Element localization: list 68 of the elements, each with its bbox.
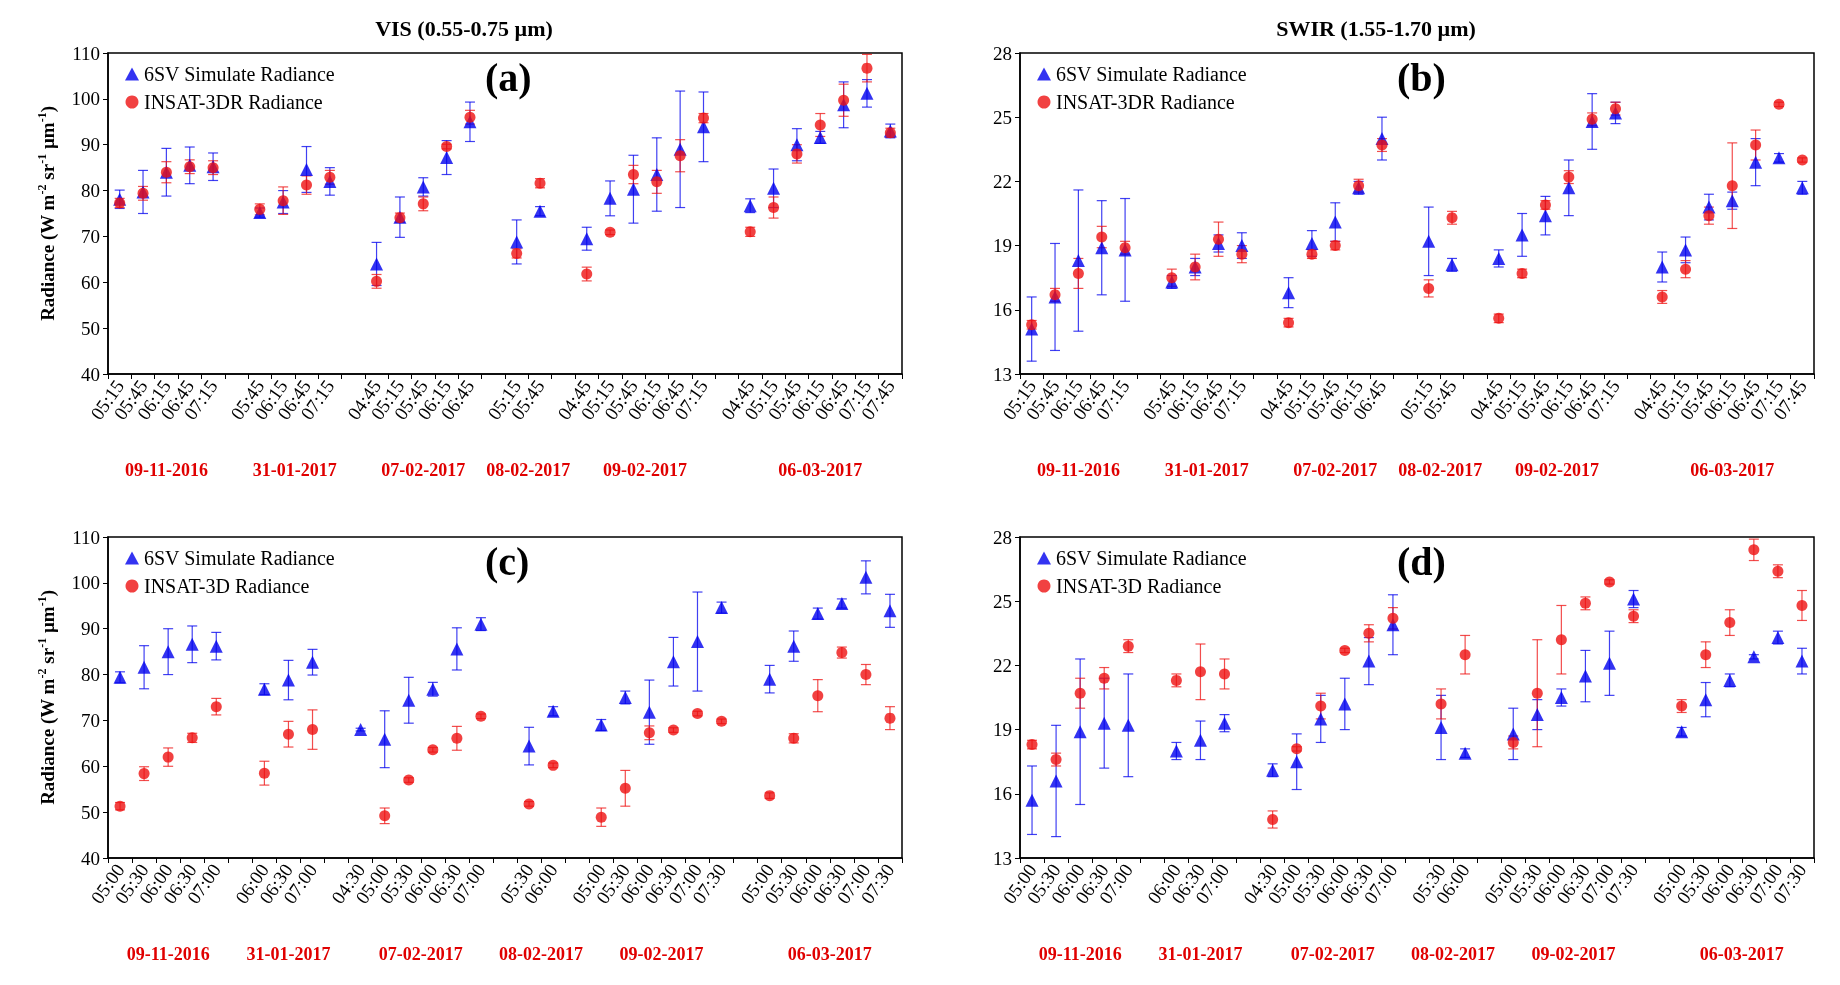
text: 07-02-2017 [381,460,466,480]
legend-label: 6SV Simulate Radiance [1056,63,1247,85]
text: 06-03-2017 [1699,944,1784,964]
legend-label: INSAT-3D Radiance [1056,575,1222,597]
y-tick-label: 80 [81,664,100,686]
y-tick-label: 28 [993,42,1012,64]
annotation: (d) [1397,538,1446,584]
legend-label: INSAT-3D Radiance [144,575,310,597]
annotation: (a) [485,54,532,100]
text: 09-02-2017 [1515,460,1600,480]
y-tick-label: 19 [993,719,1012,741]
text: 09-11-2016 [1036,460,1120,480]
text: 31-01-2017 [252,460,337,480]
y-tick-label: 100 [71,88,100,110]
text: 07-02-2017 [378,944,463,964]
text: 09-11-2016 [1038,944,1122,964]
text: 07-02-2017 [1290,944,1375,964]
y-tick-label: 25 [993,106,1012,128]
annotation: (b) [1397,54,1446,100]
text: 09-11-2016 [126,944,210,964]
y-tick-label: 50 [81,801,100,823]
y-tick-label: 25 [993,590,1012,612]
y-tick-label: 60 [81,271,100,293]
text: 09-02-2017 [619,944,704,964]
chart-title: VIS (0.55-0.75 µm) [375,15,553,41]
y-tick-label: 110 [72,526,100,548]
y-tick-label: 50 [81,317,100,339]
y-tick-label: 40 [81,847,100,869]
text: 08-02-2017 [486,460,571,480]
y-tick-label: 60 [81,755,100,777]
text: 31-01-2017 [1158,944,1243,964]
y-tick-label: 70 [81,709,100,731]
text: 06-03-2017 [1690,460,1775,480]
text: 09-02-2017 [1531,944,1616,964]
y-tick-label: 13 [993,847,1012,869]
text: 09-11-2016 [124,460,208,480]
y-axis-title: Radiance (W m-2 sr-1 µm-1) [35,105,59,321]
text: 08-02-2017 [1398,460,1483,480]
text: 31-01-2017 [246,944,331,964]
text: 08-02-2017 [1411,944,1496,964]
y-tick-label: 28 [993,526,1012,548]
legend-label: 6SV Simulate Radiance [144,547,335,569]
y-tick-label: 16 [993,783,1012,805]
legend-label: 6SV Simulate Radiance [1056,547,1247,569]
legend-label: INSAT-3DR Radiance [144,91,323,113]
chart-title: SWIR (1.55-1.70 µm) [1276,15,1476,41]
legend-label: INSAT-3DR Radiance [1056,91,1235,113]
y-tick-label: 22 [993,654,1012,676]
y-tick-label: 80 [81,180,100,202]
y-tick-label: 70 [81,225,100,247]
y-tick-label: 13 [993,363,1012,385]
y-tick-label: 110 [72,42,100,64]
text: 08-02-2017 [499,944,584,964]
annotation: (c) [485,538,530,584]
y-tick-label: 22 [993,170,1012,192]
y-tick-label: 90 [81,618,100,640]
text: 07-02-2017 [1293,460,1378,480]
y-tick-label: 16 [993,299,1012,321]
y-axis-title: Radiance (W m-2 sr-1 µm-1) [35,589,59,805]
text: 06-03-2017 [778,460,863,480]
y-tick-label: 100 [71,572,100,594]
y-tick-label: 19 [993,235,1012,257]
y-tick-label: 40 [81,363,100,385]
text: 06-03-2017 [787,944,872,964]
text: 31-01-2017 [1164,460,1249,480]
legend-label: 6SV Simulate Radiance [144,63,335,85]
y-tick-label: 90 [81,134,100,156]
text: 09-02-2017 [603,460,688,480]
